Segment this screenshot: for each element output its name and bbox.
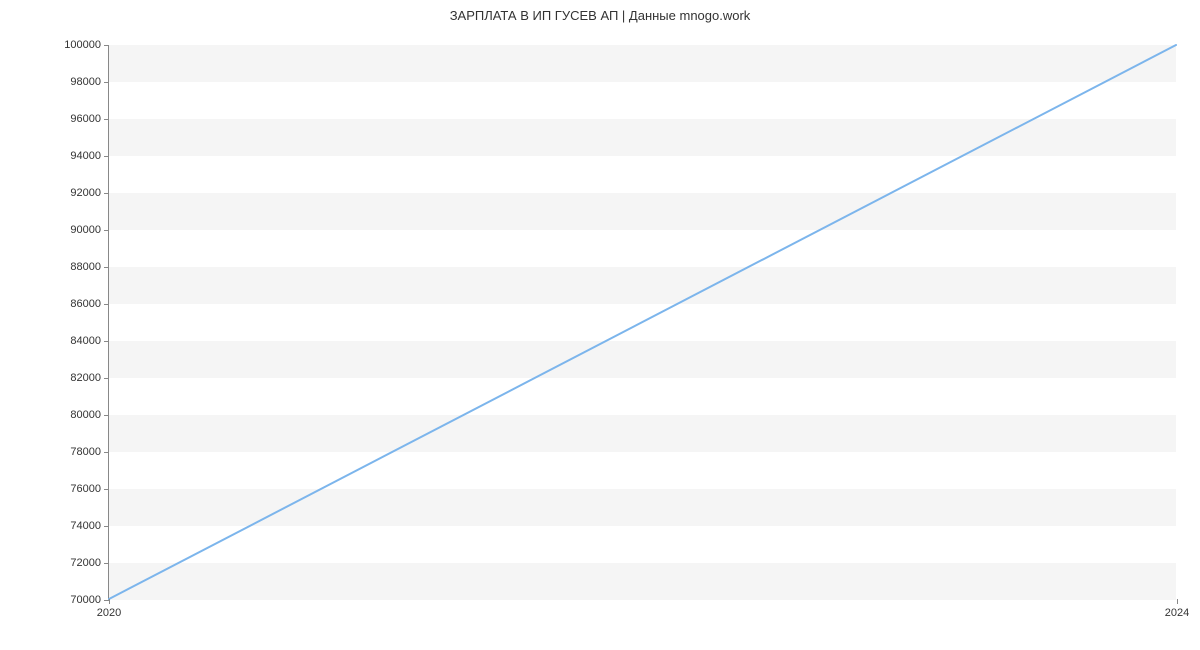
y-tick-label: 82000 <box>70 372 101 384</box>
y-tick-mark <box>104 341 109 342</box>
y-tick-label: 86000 <box>70 298 101 310</box>
y-tick-label: 70000 <box>70 594 101 606</box>
y-tick-label: 100000 <box>64 39 101 51</box>
y-tick-mark <box>104 526 109 527</box>
y-tick-mark <box>104 452 109 453</box>
line-chart: ЗАРПЛАТА В ИП ГУСЕВ АП | Данные mnogo.wo… <box>0 0 1200 650</box>
y-tick-mark <box>104 378 109 379</box>
plot-area: 7000072000740007600078000800008200084000… <box>108 45 1176 600</box>
x-tick-mark <box>1177 599 1178 604</box>
y-tick-label: 92000 <box>70 187 101 199</box>
x-tick-label: 2020 <box>97 607 121 619</box>
series-line <box>109 45 1176 599</box>
y-tick-mark <box>104 563 109 564</box>
y-tick-label: 96000 <box>70 113 101 125</box>
y-tick-label: 90000 <box>70 224 101 236</box>
y-tick-label: 76000 <box>70 483 101 495</box>
y-tick-label: 80000 <box>70 409 101 421</box>
x-tick-mark <box>109 599 110 604</box>
y-tick-mark <box>104 489 109 490</box>
y-tick-mark <box>104 45 109 46</box>
y-tick-label: 78000 <box>70 446 101 458</box>
y-tick-label: 98000 <box>70 76 101 88</box>
y-tick-mark <box>104 193 109 194</box>
y-tick-mark <box>104 230 109 231</box>
y-tick-label: 72000 <box>70 557 101 569</box>
y-tick-mark <box>104 267 109 268</box>
chart-title: ЗАРПЛАТА В ИП ГУСЕВ АП | Данные mnogo.wo… <box>0 8 1200 23</box>
y-tick-mark <box>104 304 109 305</box>
y-tick-label: 84000 <box>70 335 101 347</box>
y-tick-mark <box>104 156 109 157</box>
y-tick-mark <box>104 415 109 416</box>
y-tick-label: 94000 <box>70 150 101 162</box>
series-layer <box>109 45 1176 599</box>
y-tick-mark <box>104 82 109 83</box>
x-tick-label: 2024 <box>1165 607 1189 619</box>
y-tick-label: 74000 <box>70 520 101 532</box>
y-tick-mark <box>104 119 109 120</box>
y-tick-label: 88000 <box>70 261 101 273</box>
